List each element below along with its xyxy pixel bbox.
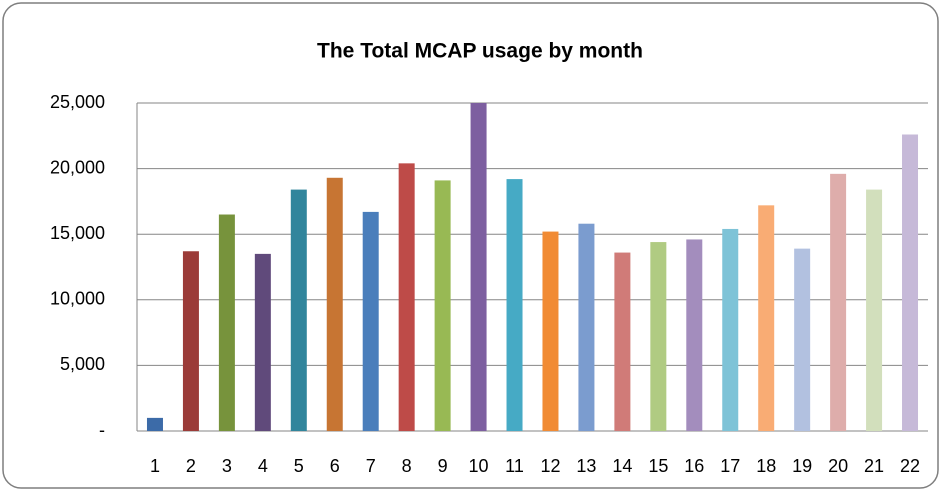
bar	[326, 177, 343, 431]
bar	[398, 163, 415, 432]
x-tick-label: 16	[684, 456, 704, 476]
bar	[290, 189, 307, 431]
x-tick-label: 13	[576, 456, 596, 476]
x-tick-label: 8	[402, 456, 412, 476]
y-tick-label: 5,000	[60, 354, 105, 374]
bar	[830, 173, 847, 431]
bar	[506, 179, 523, 431]
bar	[866, 189, 883, 431]
x-tick-label: 22	[900, 456, 920, 476]
x-tick-label: 20	[828, 456, 848, 476]
x-tick-label: 12	[540, 456, 560, 476]
bar	[254, 253, 271, 431]
bar	[182, 251, 199, 431]
x-tick-label: 2	[186, 456, 196, 476]
bar	[902, 134, 919, 431]
x-tick-label: 14	[612, 456, 632, 476]
x-tick-label: 9	[438, 456, 448, 476]
chart-title: The Total MCAP usage by month	[317, 40, 643, 63]
x-tick-label: 15	[648, 456, 668, 476]
bar	[650, 242, 667, 431]
bar	[542, 231, 559, 431]
x-tick-label: 5	[294, 456, 304, 476]
x-tick-label: 18	[756, 456, 776, 476]
bar	[434, 180, 451, 431]
y-tick-label: 25,000	[50, 92, 105, 112]
x-tick-label: 11	[505, 456, 524, 476]
x-tick-label: 1	[150, 456, 160, 476]
bar	[218, 214, 235, 431]
x-tick-label: 4	[258, 456, 268, 476]
bar	[578, 223, 595, 431]
x-tick-label: 10	[469, 456, 489, 476]
x-tick-label: 7	[366, 456, 376, 476]
bar	[362, 211, 379, 431]
y-tick-label: 15,000	[50, 223, 105, 243]
y-tick-label: 10,000	[50, 289, 105, 309]
bar	[686, 239, 703, 431]
bar	[470, 103, 487, 431]
x-tick-label: 19	[792, 456, 812, 476]
y-tick-label: -	[99, 420, 105, 440]
x-tick-label: 17	[720, 456, 740, 476]
bar	[146, 417, 163, 431]
bar	[614, 252, 631, 431]
x-tick-label: 6	[330, 456, 340, 476]
y-tick-label: 20,000	[50, 157, 105, 177]
bar	[758, 205, 775, 431]
x-tick-label: 21	[864, 456, 884, 476]
x-tick-label: 3	[222, 456, 232, 476]
bar	[722, 228, 739, 431]
bar	[794, 248, 811, 431]
